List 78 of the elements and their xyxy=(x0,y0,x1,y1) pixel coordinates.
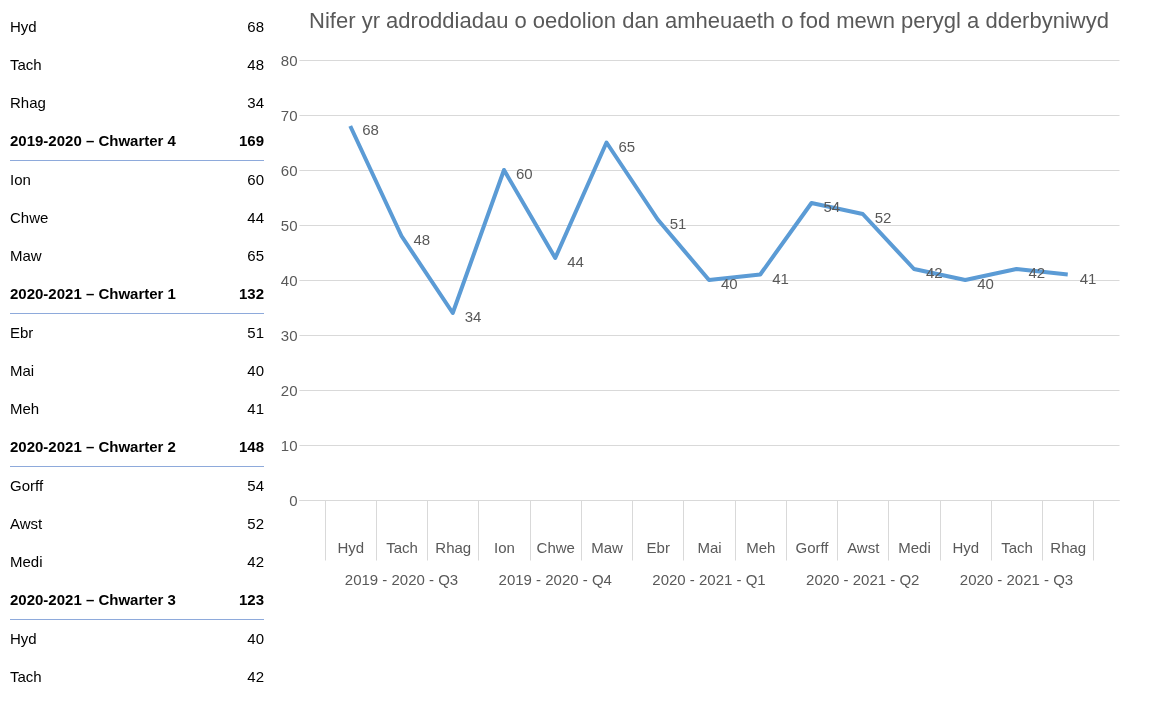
x-tick-label: Tach xyxy=(1001,538,1033,556)
text: 132 xyxy=(238,284,264,304)
text: Ion xyxy=(10,170,31,190)
text: Chwe xyxy=(10,208,49,228)
data-label: 44 xyxy=(567,253,584,270)
text: 2020 - 2021 - Q1 xyxy=(652,571,766,588)
y-tick-label: 50 xyxy=(280,216,298,234)
x-tick-label: Hyd xyxy=(337,538,365,556)
text: 65 xyxy=(247,246,264,266)
text: 40 xyxy=(247,361,264,381)
data-label: 41 xyxy=(772,269,789,287)
text: Tach xyxy=(10,667,42,687)
text: 60 xyxy=(247,170,264,190)
text: Mai xyxy=(10,361,35,381)
text: Hyd xyxy=(10,17,37,37)
y-tick-label: 30 xyxy=(280,326,298,344)
data-label: 34 xyxy=(464,308,482,325)
text: 2019 - 2020 - Q3 xyxy=(344,571,459,588)
text: Medi xyxy=(10,552,43,572)
data-label: 52 xyxy=(874,209,892,226)
x-tick-label: Tach xyxy=(386,538,418,556)
x-tick-label: Mai xyxy=(697,538,722,556)
y-tick-label: 20 xyxy=(280,381,298,399)
y-tick-label: 70 xyxy=(280,106,298,124)
data-label: 41 xyxy=(1079,269,1097,287)
x-tick-label: Hyd xyxy=(952,538,980,556)
x-tick-label: Awst xyxy=(847,538,881,556)
y-tick-label: 60 xyxy=(280,161,298,179)
y-tick-label: 0 xyxy=(289,491,298,509)
text: Meh xyxy=(10,399,40,419)
y-tick-label: 10 xyxy=(280,436,298,454)
text: 148 xyxy=(238,437,264,457)
text: Hyd xyxy=(10,629,37,649)
x-tick-label: Maw xyxy=(591,538,623,556)
data-label: 48 xyxy=(413,231,431,248)
chart-title: Nifer yr adroddiadau o oedolion dan amheuaeth o fod mewn perygl a dderbyniwyd xyxy=(309,8,1109,33)
text: 51 xyxy=(247,323,264,343)
text: 40 xyxy=(247,629,264,649)
text: 169 xyxy=(238,131,264,151)
text: Ebr xyxy=(10,323,34,343)
text: 42 xyxy=(247,552,264,572)
text: 68 xyxy=(247,17,264,37)
text: 2020-2021 – Chwarter 3 xyxy=(10,590,176,610)
x-tick-label: Medi xyxy=(898,538,931,556)
text: Awst xyxy=(10,514,43,534)
text: 41 xyxy=(247,399,264,419)
x-tick-label: Rhag xyxy=(435,538,472,556)
x-tick-label: Rhag xyxy=(1050,538,1087,556)
data-label: 51 xyxy=(669,214,687,232)
y-tick-label: 40 xyxy=(280,271,298,289)
x-tick-label: Gorff xyxy=(795,538,830,556)
text: 123 xyxy=(238,590,264,610)
x-tick-label: Ebr xyxy=(646,538,670,556)
text: Maw xyxy=(10,246,42,266)
text: 2020 - 2021 - Q3 xyxy=(959,571,1074,588)
text: 2020-2021 – Chwarter 1 xyxy=(10,284,176,304)
data-label: 60 xyxy=(516,165,533,182)
text: 42 xyxy=(247,667,264,687)
data-label: 40 xyxy=(977,275,994,292)
text: 2019 - 2020 - Q4 xyxy=(498,571,612,588)
text: Gorff xyxy=(10,476,44,496)
y-tick-label: 80 xyxy=(280,51,298,69)
text: Rhag xyxy=(10,93,46,113)
text: 34 xyxy=(247,93,264,113)
text: 48 xyxy=(247,55,264,75)
text: 2020 - 2021 - Q2 xyxy=(806,571,920,588)
text: 44 xyxy=(247,208,264,228)
x-tick-label: Meh xyxy=(746,538,776,556)
text: 52 xyxy=(247,514,264,534)
text: 54 xyxy=(247,476,264,496)
text: 2020-2021 – Chwarter 2 xyxy=(10,437,176,457)
text: Tach xyxy=(10,55,42,75)
x-tick-label: Chwe xyxy=(536,538,575,556)
data-label: 65 xyxy=(618,137,636,155)
data-label: 40 xyxy=(721,275,738,292)
data-label: 68 xyxy=(362,121,379,138)
text: 2019-2020 – Chwarter 4 xyxy=(10,131,176,151)
x-tick-label: Ion xyxy=(494,538,515,556)
